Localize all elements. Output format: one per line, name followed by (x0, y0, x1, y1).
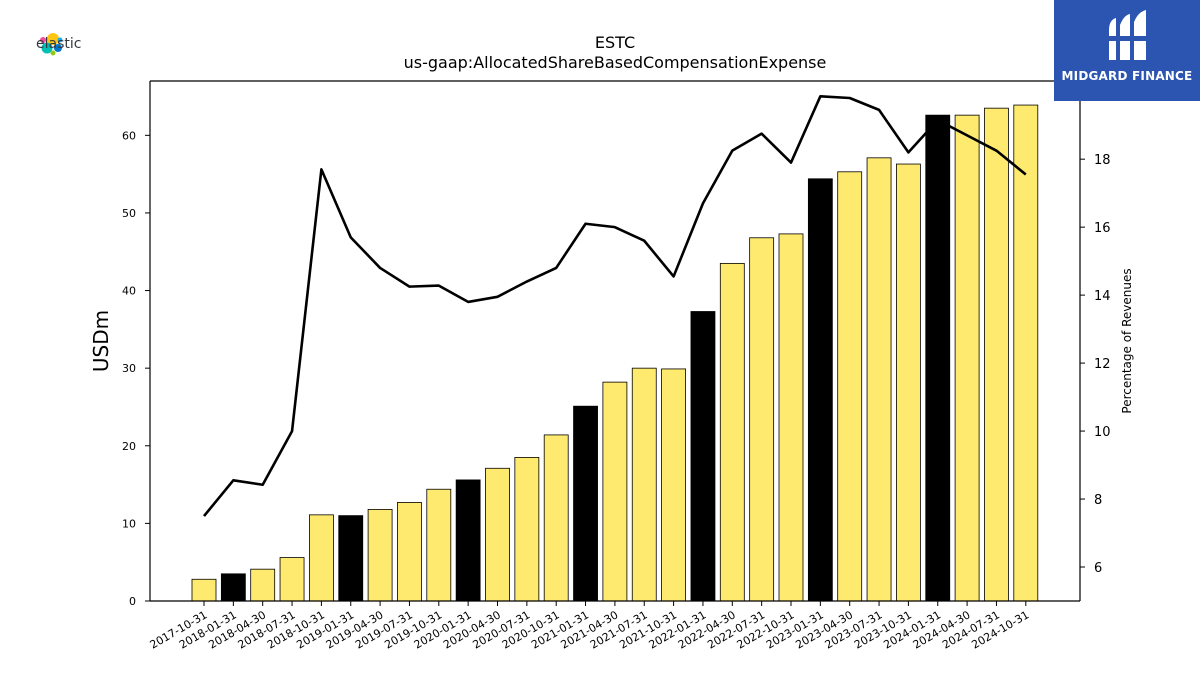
bar (573, 405, 598, 602)
bar (308, 514, 334, 602)
bar (367, 509, 393, 602)
y2-axis-label: Percentage of Revenues (1120, 268, 1134, 413)
bar (807, 178, 833, 602)
bar (661, 368, 686, 602)
y2-tick-label: 14 (1094, 289, 1111, 304)
y-tick-label: 20 (122, 440, 136, 453)
y2-tick-label: 12 (1094, 357, 1111, 372)
y-tick-label: 60 (122, 129, 136, 142)
bar (191, 578, 217, 602)
chart-subtitle: us-gaap:AllocatedShareBasedCompensationE… (403, 53, 827, 72)
midgard-logo-icon (1109, 10, 1146, 60)
bar (631, 367, 657, 602)
chart-title: ESTC (594, 33, 636, 52)
bar (543, 434, 569, 602)
bar (719, 262, 745, 602)
bar (250, 568, 276, 602)
y-tick-label: 50 (122, 207, 136, 220)
elastic-logo-icon (40, 33, 63, 56)
bar (338, 515, 364, 602)
y-tick-label: 40 (122, 285, 136, 298)
bar (866, 157, 892, 602)
y-tick-label: 30 (122, 362, 136, 375)
bar (1013, 104, 1039, 602)
bar (954, 114, 980, 602)
y-axis-label: USDm (89, 310, 113, 372)
bar (984, 107, 1009, 602)
y2-tick-label: 16 (1094, 221, 1111, 236)
y-tick-label: 0 (129, 595, 136, 608)
bar (514, 457, 540, 602)
midgard-brand-text: MIDGARD FINANCE (1061, 69, 1193, 83)
bar (602, 381, 628, 602)
bar (220, 573, 246, 602)
percentage-line (202, 94, 1027, 517)
y2-tick-label: 10 (1094, 425, 1111, 440)
y2-tick-label: 8 (1094, 493, 1102, 508)
bar (455, 479, 481, 602)
bar (279, 557, 305, 602)
bar (925, 114, 951, 602)
y2-tick-label: 18 (1094, 153, 1111, 168)
midgard-finance-logo: MIDGARD FINANCE (1054, 0, 1200, 101)
bar (426, 488, 452, 602)
bar (778, 233, 804, 602)
bar (485, 467, 510, 602)
elastic-brand-text: elastic (36, 36, 82, 52)
bar (749, 237, 775, 602)
y2-tick-label: 6 (1094, 561, 1102, 576)
bar (896, 163, 921, 602)
bar (397, 502, 422, 602)
bar (690, 311, 716, 602)
bar (837, 171, 863, 602)
y-tick-label: 10 (122, 517, 136, 530)
